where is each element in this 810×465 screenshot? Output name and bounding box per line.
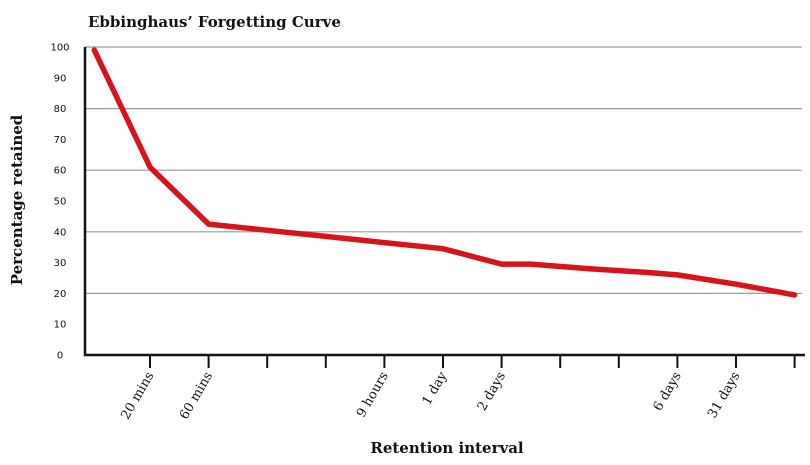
y-tick-label: 40 (54, 227, 67, 238)
x-tick-label: 6 days (651, 370, 685, 414)
y-tick-label: 70 (54, 135, 67, 146)
y-tick-label: 30 (54, 258, 67, 269)
y-tick-label: 100 (50, 43, 69, 54)
y-tick-label: 0 (57, 351, 63, 362)
series (91, 47, 798, 298)
gridlines (85, 46, 802, 294)
y-axis-label: Percentage retained (8, 114, 26, 285)
x-tick-label: 20 mins (118, 370, 157, 423)
y-tick-labels: 0 10 20 30 40 50 60 70 80 90 100 (50, 43, 69, 362)
x-tick-label: 60 mins (177, 370, 216, 423)
chart-title: Ebbinghaus’ Forgetting Curve (88, 13, 341, 31)
y-tick-label: 90 (54, 73, 67, 84)
series-line-0 (91, 47, 798, 298)
x-ticks: 20 mins 60 mins 9 hours 1 day 2 days 6 days 31… (118, 355, 796, 423)
y-tick-label: 60 (54, 166, 67, 177)
x-axis-label: Retention interval (370, 439, 524, 457)
x-tick-label: 1 day (420, 369, 451, 408)
y-tick-label: 10 (54, 320, 67, 331)
x-tick-label: 9 hours (354, 370, 392, 421)
x-tick-label: 2 days (475, 370, 509, 414)
x-tick-label: 31 days (705, 370, 743, 421)
y-tick-label: 80 (54, 104, 67, 115)
y-tick-label: 20 (54, 289, 67, 300)
y-tick-label: 50 (54, 197, 67, 208)
